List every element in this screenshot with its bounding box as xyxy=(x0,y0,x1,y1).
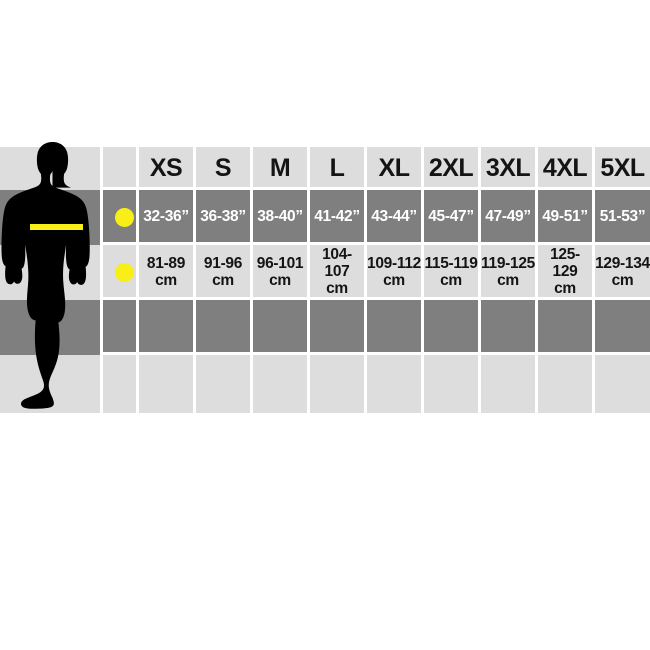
cm-unit-m: cm xyxy=(269,271,291,289)
grid-line-h3 xyxy=(100,297,650,300)
inch-cell-4xl: 49-51” xyxy=(542,208,588,226)
grid-line-v1 xyxy=(136,147,139,413)
cm-value-2xl: 115-119 xyxy=(424,254,478,272)
inch-cell-3xl: 47-49” xyxy=(485,208,531,226)
cm-cell-3xl: 119-125 cm xyxy=(481,245,535,300)
inch-row-band xyxy=(0,190,650,245)
cm-value-xs: 81-89 xyxy=(146,254,186,272)
grid-line-v8 xyxy=(535,147,538,413)
cm-value-l: 104-107 xyxy=(322,246,352,281)
grid-line-v9 xyxy=(592,147,595,413)
header-cell-m: M xyxy=(269,154,291,182)
inch-row-marker-dot xyxy=(115,208,134,227)
inch-cell-m: 38-40” xyxy=(257,208,303,226)
cm-unit-xl: cm xyxy=(383,271,405,289)
cm-unit-s: cm xyxy=(212,271,234,289)
header-cell-3xl: 3XL xyxy=(485,154,531,182)
grid-line-v7 xyxy=(478,147,481,413)
cm-value-4xl: 125-129 xyxy=(550,246,580,281)
cm-cell-s: 91-96 cm xyxy=(196,245,250,300)
cm-cell-m: 96-101 cm xyxy=(253,245,307,300)
inch-cell-5xl: 51-53” xyxy=(599,208,646,226)
inch-cell-xl: 43-44” xyxy=(371,208,417,226)
cm-value-5xl: 129-134 xyxy=(595,254,650,272)
inch-cell-s: 36-38” xyxy=(200,208,246,226)
cm-cell-xl: 109-112 cm xyxy=(367,245,421,300)
cm-value-xl: 109-112 xyxy=(367,254,421,272)
header-cell-s: S xyxy=(214,154,232,182)
grid-line-h4 xyxy=(100,352,650,355)
filler-row-band-1 xyxy=(0,300,650,355)
cm-unit-3xl: cm xyxy=(497,271,519,289)
header-cell-l: L xyxy=(329,154,345,182)
header-cell-xs: XS xyxy=(149,154,183,182)
cm-value-s: 91-96 xyxy=(203,254,243,272)
header-cell-2xl: 2XL xyxy=(428,154,474,182)
header-cell-4xl: 4XL xyxy=(542,154,588,182)
cm-unit-4xl: cm xyxy=(554,279,576,297)
chest-measurement-line xyxy=(30,224,83,230)
cm-value-m: 96-101 xyxy=(256,254,304,272)
grid-line-v3 xyxy=(250,147,253,413)
cm-cell-2xl: 115-119 cm xyxy=(424,245,478,300)
grid-line-v4 xyxy=(307,147,310,413)
grid-line-v0 xyxy=(100,147,103,413)
grid-line-v2 xyxy=(193,147,196,413)
cm-unit-l: cm xyxy=(326,279,348,297)
cm-unit-xs: cm xyxy=(155,271,177,289)
header-band xyxy=(0,147,650,190)
cm-cell-5xl: 129-134 cm xyxy=(595,245,650,300)
cm-cell-l: 104-107 cm xyxy=(310,245,364,300)
cm-cell-xs: 81-89 cm xyxy=(139,245,193,300)
inch-cell-2xl: 45-47” xyxy=(428,208,474,226)
cm-row-band xyxy=(0,245,650,300)
grid-line-h1 xyxy=(100,187,650,190)
inch-cell-l: 41-42” xyxy=(314,208,360,226)
grid-line-v6 xyxy=(421,147,424,413)
cm-unit-5xl: cm xyxy=(611,271,634,289)
male-body-silhouette xyxy=(1,142,90,409)
cm-value-3xl: 119-125 xyxy=(481,254,535,272)
cm-cell-4xl: 125-129 cm xyxy=(538,245,592,300)
filler-row-band-2 xyxy=(0,355,650,413)
header-cell-xl: XL xyxy=(378,154,410,182)
cm-row-marker-dot xyxy=(115,263,134,282)
grid-line-v5 xyxy=(364,147,367,413)
cm-unit-2xl: cm xyxy=(440,271,462,289)
grid-line-h2 xyxy=(100,242,650,245)
header-cell-5xl: 5XL xyxy=(600,154,645,182)
inch-cell-xs: 32-36” xyxy=(143,208,189,226)
